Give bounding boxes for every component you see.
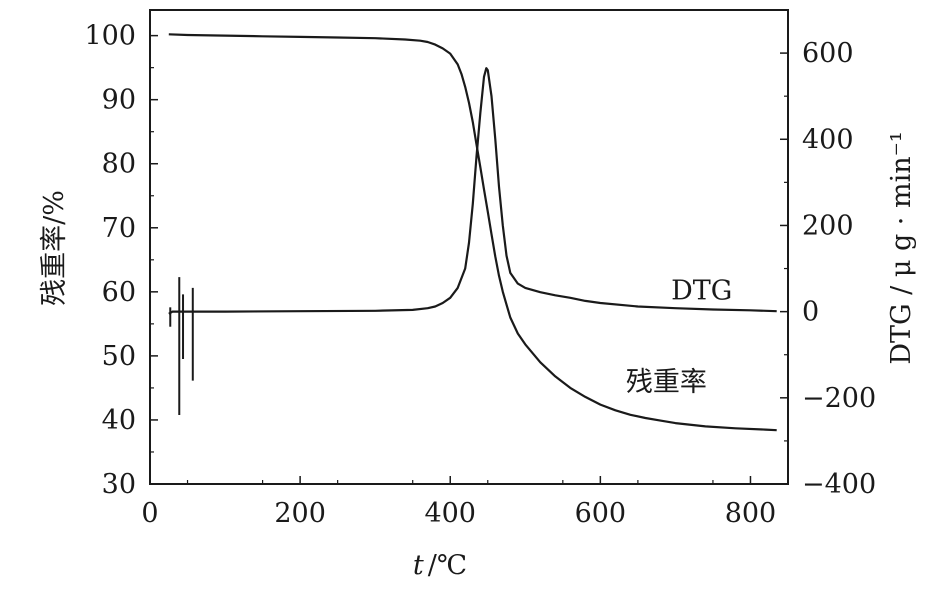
left-tick-label: 100	[84, 21, 136, 52]
right-tick-label: −400	[802, 469, 876, 500]
x-tick-label: 200	[274, 498, 326, 529]
left-tick-label: 80	[102, 149, 136, 180]
x-axis-title: t/℃	[413, 550, 467, 581]
plot-frame	[149, 9, 789, 485]
dtg-line	[168, 67, 777, 315]
series-layer	[168, 33, 777, 432]
left-tick-label: 90	[102, 85, 136, 116]
x-tick-label: 0	[141, 498, 158, 529]
x-axis-variable: t	[413, 550, 424, 581]
x-tick-label: 400	[424, 498, 476, 529]
x-axis-unit: /℃	[428, 550, 467, 581]
right-tick-label: 600	[802, 38, 854, 69]
series-annotation: 残重率	[626, 367, 707, 398]
left-tick-label: 50	[102, 341, 136, 372]
right-tick-label: 0	[802, 297, 819, 328]
x-tick-label: 600	[575, 498, 627, 529]
residual-weight-line	[168, 33, 777, 432]
left-tick-label: 70	[102, 213, 136, 244]
left-axis-title: 残重率/%	[39, 190, 70, 306]
right-axis-title: DTG / μ g · min⁻¹	[886, 131, 917, 364]
x-tick-label: 800	[725, 498, 777, 529]
right-tick-label: 200	[802, 210, 854, 241]
right-tick-label: 400	[802, 124, 854, 155]
left-tick-label: 30	[102, 469, 136, 500]
left-tick-label: 60	[102, 277, 136, 308]
left-tick-label: 40	[102, 405, 136, 436]
right-tick-label: −200	[802, 383, 876, 414]
labels-layer: 0 200 400 600 800 30 40 50 60 70 80 90 100 −400 −200 0 2…	[84, 21, 876, 529]
series-annotation: DTG	[671, 276, 732, 307]
